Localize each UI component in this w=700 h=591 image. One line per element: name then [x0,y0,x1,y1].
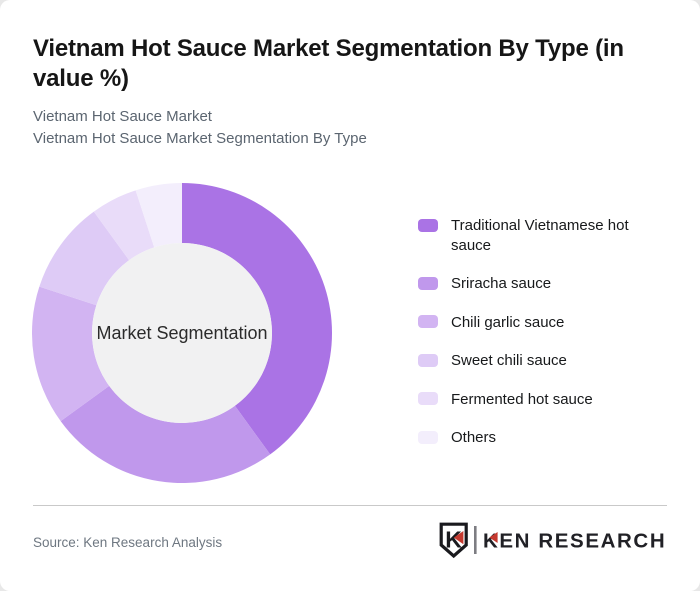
chart-area: Market Segmentation Traditional Vietname… [0,170,700,500]
donut-segment-2[interactable] [60,385,271,483]
logo-badge-letter: K [445,527,462,553]
donut-segments [32,183,332,483]
legend-label: Traditional Vietnamese hot sauce [451,217,629,254]
legend-swatch-icon [418,353,438,367]
legend-swatch-icon [418,218,438,232]
donut-segment-5[interactable] [93,190,155,261]
logo-separator-bar [474,526,477,554]
legend-label: Chili garlic sauce [451,313,565,331]
legend-item: Others [418,428,653,448]
subtitle-line-1: Vietnam Hot Sauce Market [33,108,212,125]
legend-label: Fermented hot sauce [451,390,593,408]
footer-divider [33,505,667,506]
chart-subtitle: Vietnam Hot Sauce Market Vietnam Hot Sau… [33,106,367,150]
donut-segment-3[interactable] [32,286,110,422]
logo-shield-icon [439,522,468,559]
legend: Traditional Vietnamese hot sauce Sriracha… [418,216,653,467]
legend-item: Sweet chili sauce [418,351,653,371]
legend-item: Chili garlic sauce [418,313,653,333]
legend-label: Sweet chili sauce [451,352,567,369]
subtitle-line-2: Vietnam Hot Sauce Market Segmentation By… [33,130,367,147]
legend-swatch-icon [418,392,438,405]
donut-segment-6[interactable] [135,183,182,248]
legend-label: Sriracha sauce [451,275,552,292]
chart-title: Vietnam Hot Sauce Market Segmentation By… [33,35,624,92]
legend-item: Fermented hot sauce [418,390,653,410]
source-text: Source: Ken Research Analysis [33,535,223,550]
logo-wordmark: KEN RESEARCH [483,530,666,553]
logo-wordmark-red-arrow-icon [489,532,498,543]
donut-segment-1[interactable] [182,183,332,455]
donut-chart: Market Segmentation [32,183,332,483]
donut-hole [92,243,272,423]
logo-svg: K KEN RESEARCH [439,522,666,559]
legend-swatch-icon [418,430,438,444]
legend-item: Traditional Vietnamese hot sauce [418,216,653,255]
ken-research-logo: K KEN RESEARCH [438,521,671,566]
legend-swatch-icon [418,276,438,290]
donut-segment-4[interactable] [39,211,130,306]
legend-item: Sriracha sauce [418,274,653,294]
logo-badge-red-arrow-icon [453,531,464,545]
legend-swatch-icon [418,315,438,328]
legend-label: Others [451,429,497,446]
donut-svg [32,183,332,483]
